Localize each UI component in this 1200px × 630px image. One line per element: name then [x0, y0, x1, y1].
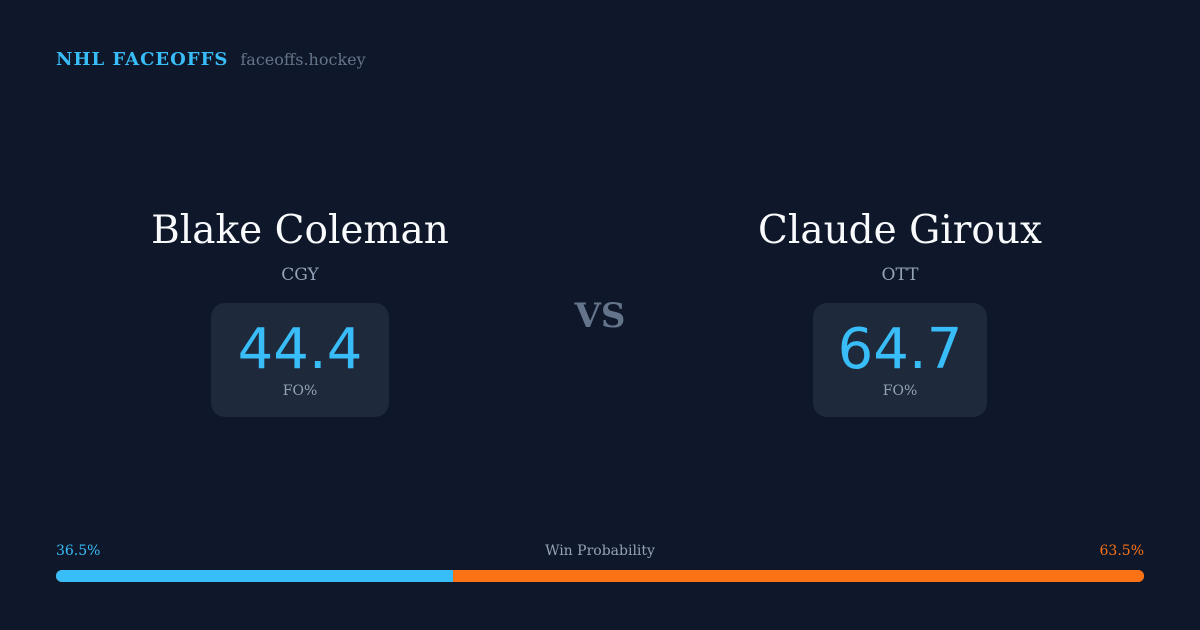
player-name: Claude Giroux: [758, 208, 1042, 253]
faceoff-stat-card: 64.7 FO%: [813, 303, 987, 417]
win-probability-bar-left: [56, 570, 454, 582]
player-team: OTT: [881, 265, 919, 285]
player-right: Claude Giroux OTT 64.7 FO%: [680, 205, 1120, 417]
win-probability-bar: [56, 570, 1144, 582]
player-name: Blake Coleman: [151, 208, 449, 253]
faceoff-stat-card: 44.4 FO%: [211, 303, 389, 417]
right-probability: 63.5%: [1099, 543, 1144, 559]
brand: NHL FACEOFFS faceoffs.hockey: [56, 49, 366, 70]
left-probability: 36.5%: [56, 543, 101, 559]
player-team: CGY: [281, 265, 319, 285]
versus-label: VS: [574, 296, 626, 336]
brand-site: faceoffs.hockey: [240, 50, 366, 69]
brand-name: NHL FACEOFFS: [56, 49, 229, 70]
win-probability-title: Win Probability: [545, 543, 655, 559]
faceoff-percentage: 64.7: [837, 317, 963, 382]
faceoff-label: FO%: [282, 383, 318, 399]
faceoff-percentage: 44.4: [237, 317, 363, 382]
win-probability-bar-right: [453, 570, 1144, 582]
faceoff-label: FO%: [882, 383, 918, 399]
player-left: Blake Coleman CGY 44.4 FO%: [80, 205, 520, 417]
